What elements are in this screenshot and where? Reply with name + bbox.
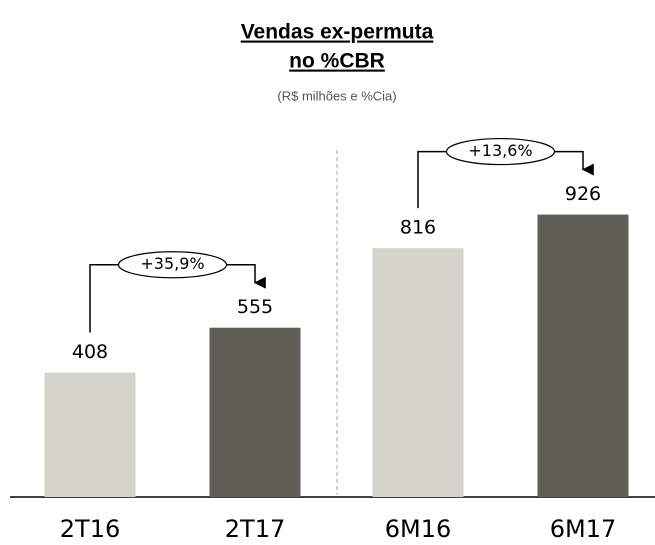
bar <box>209 327 301 497</box>
connector <box>89 263 255 333</box>
connector <box>417 150 583 209</box>
data-label: 408 <box>72 341 108 363</box>
data-label: 926 <box>565 183 601 205</box>
x-tick-label: 6M17 <box>550 515 617 543</box>
x-tick-label: 2T17 <box>225 515 285 543</box>
bar <box>537 214 629 497</box>
annotation-bubble <box>117 251 228 279</box>
annotation: +13,6% <box>468 141 532 160</box>
data-label: 816 <box>400 217 436 239</box>
x-tick-label: 6M16 <box>385 515 452 543</box>
chart-title: no %CBR <box>289 50 385 73</box>
bar <box>372 248 464 497</box>
chart-title: Vendas ex-permuta <box>241 21 434 44</box>
annotation-bubble <box>445 137 556 166</box>
annotation: +35,9% <box>140 254 204 273</box>
x-tick-label: 2T16 <box>60 515 120 543</box>
data-label: 555 <box>237 296 273 318</box>
chart-subtitle: (R$ milhões e %Cia) <box>277 88 396 103</box>
bar <box>44 372 136 497</box>
